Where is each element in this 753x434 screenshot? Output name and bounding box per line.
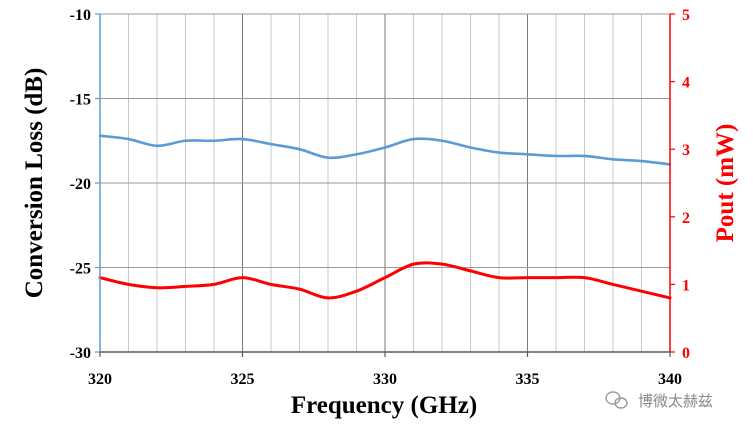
y-right-tick-label: 3 [682,142,690,159]
wechat-icon [605,391,628,409]
y-axis-right-title: Pout (mW) [712,124,739,243]
x-tick-label: 325 [231,371,255,388]
series-layer [98,134,672,300]
y-left-tick-label: -10 [70,7,91,24]
y-left-tick-label: -30 [70,345,91,362]
y-left-tick-label: -15 [70,92,91,109]
x-tick-label: 335 [516,371,540,388]
watermark-text: 博微太赫兹 [638,392,713,410]
x-tick-label: 330 [373,371,397,388]
y-right-tick-label: 4 [682,75,690,92]
x-axis-title: Frequency (GHz) [291,392,477,419]
y-right-tick-label: 5 [682,7,690,24]
y-left-tick-label: -20 [70,176,91,193]
y-left-tick-label: -25 [70,261,91,278]
axes [95,13,675,357]
tick-labels: 320 325 330 335 340 -30 -25 -20 -15 -10 0 1 2 3 4 5 [70,7,690,388]
y-right-tick-label: 2 [682,210,690,227]
y-right-tick-label: 0 [682,345,690,362]
y-axis-left-title: Conversion Loss (dB) [21,68,48,299]
grid [99,13,671,353]
y-right-tick-label: 1 [682,277,690,294]
x-tick-label: 320 [88,371,112,388]
x-tick-label: 340 [658,371,682,388]
series-line-pout [98,261,672,300]
series-line-conversion-loss [98,134,672,166]
watermark: 博微太赫兹 [605,391,713,410]
